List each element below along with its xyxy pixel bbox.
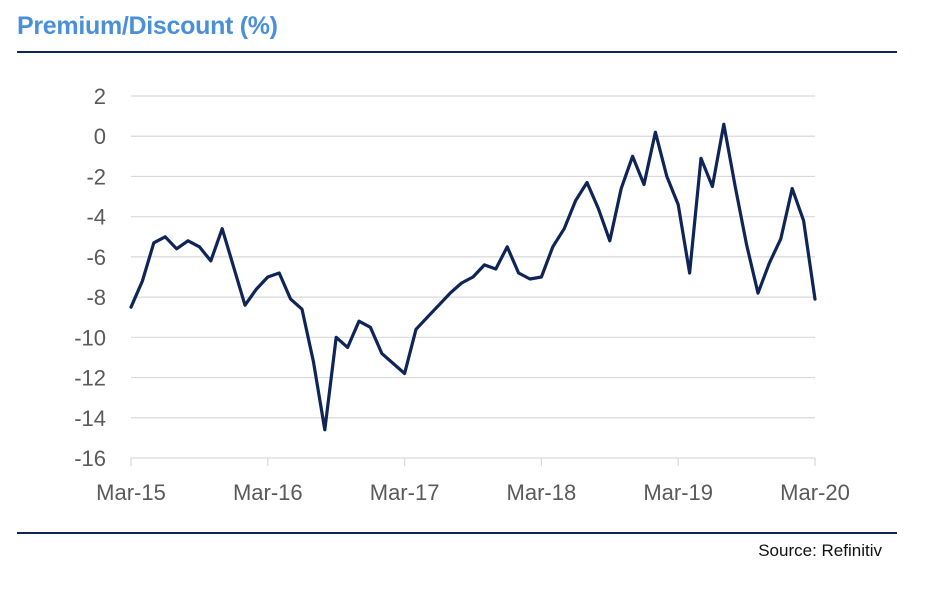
x-tick-label: Mar-16: [233, 480, 303, 505]
bottom-divider: [17, 532, 897, 534]
top-divider: [17, 51, 897, 53]
y-tick-label: -12: [74, 366, 106, 391]
premium-discount-line: [129, 122, 817, 432]
series-layer: [129, 122, 817, 432]
y-tick-label: -10: [74, 325, 106, 350]
gridlines: [131, 95, 815, 459]
x-tick-label: Mar-15: [96, 480, 166, 505]
y-tick-label: -8: [86, 285, 106, 310]
y-axis-labels: 2 0 -2 -4 -6 -8 -10 -12 -14 -16: [74, 84, 106, 471]
x-tick-label: Mar-19: [643, 480, 713, 505]
y-tick-label: -14: [74, 406, 106, 431]
y-tick-label: -16: [74, 446, 106, 471]
x-tick-label: Mar-17: [370, 480, 440, 505]
chart-title: Premium/Discount (%): [17, 12, 278, 40]
y-tick-label: 2: [94, 84, 106, 109]
source-note: Source: Refinitiv: [758, 541, 882, 560]
x-tick-label: Mar-18: [507, 480, 577, 505]
y-tick-label: -2: [86, 164, 106, 189]
x-tick-label: Mar-20: [780, 480, 850, 505]
x-axis: Mar-15 Mar-16 Mar-17 Mar-18 Mar-19 Mar-20: [96, 458, 850, 505]
y-tick-label: 0: [94, 124, 106, 149]
y-tick-label: -4: [86, 205, 106, 230]
y-tick-label: -6: [86, 245, 106, 270]
